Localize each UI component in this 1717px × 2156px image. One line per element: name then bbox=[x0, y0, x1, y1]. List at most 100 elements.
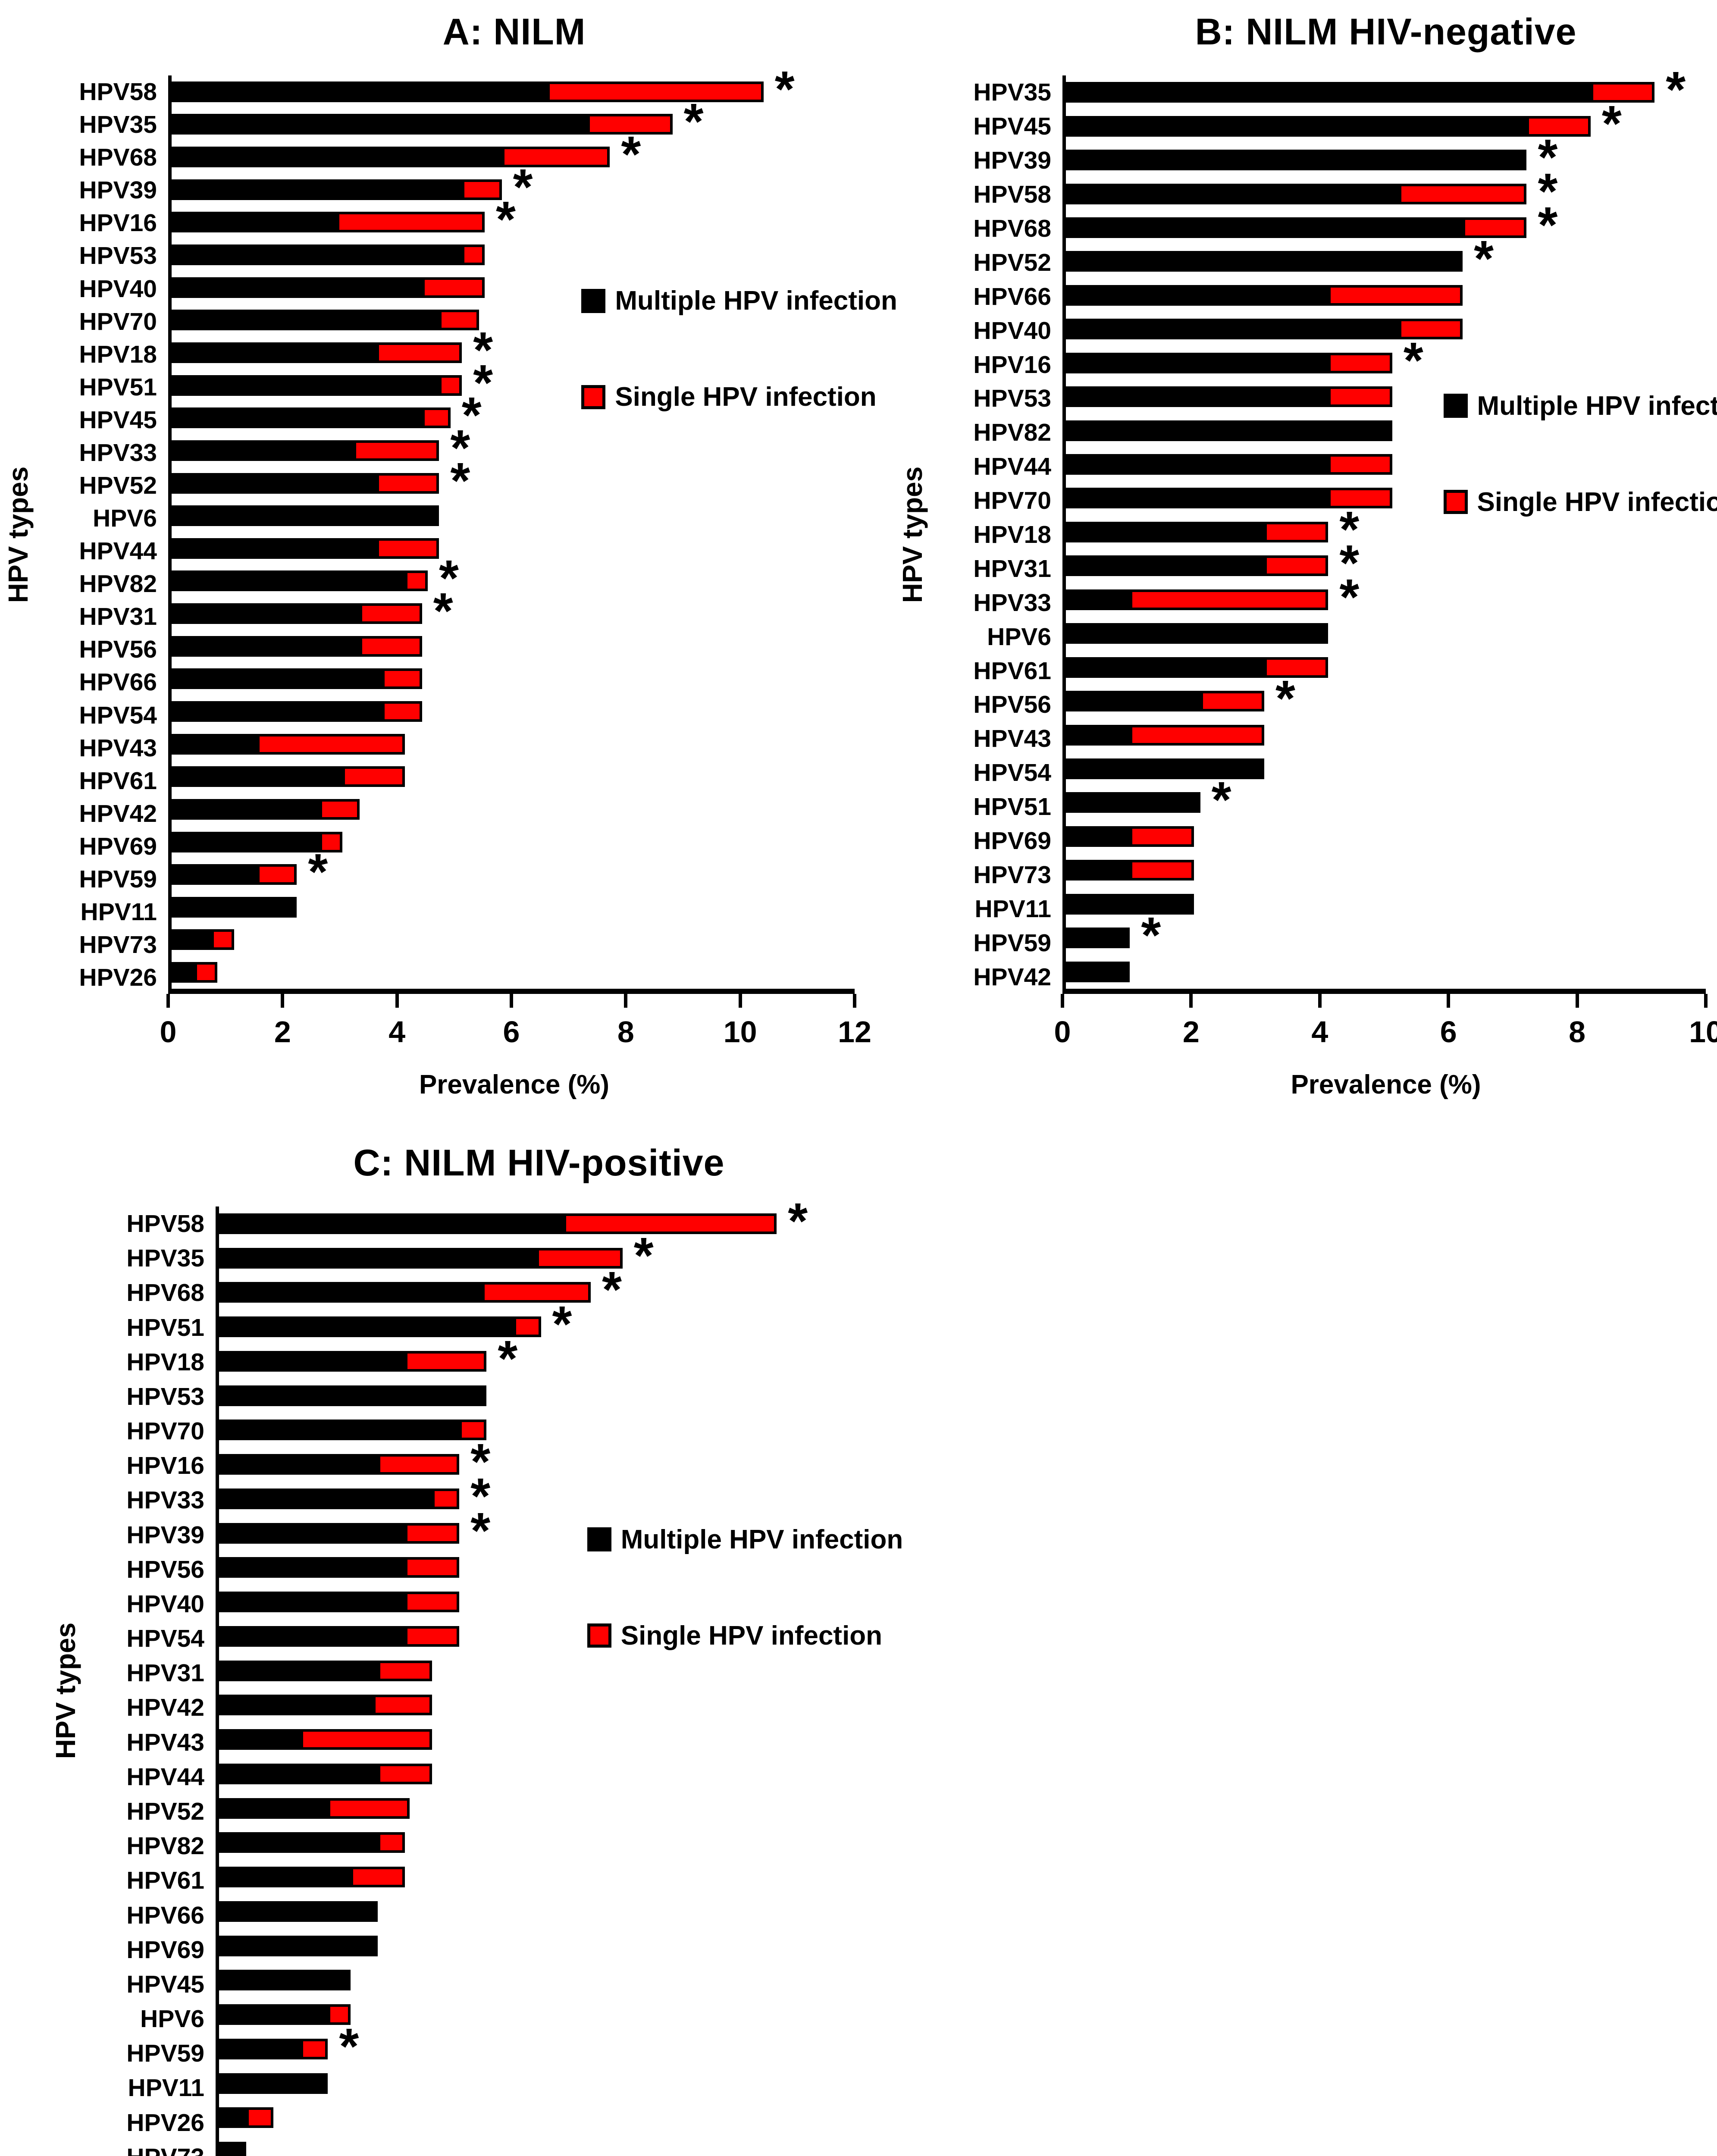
row-label: HPV33 bbox=[973, 589, 1051, 617]
x-axis-title: Prevalence (%) bbox=[419, 1070, 610, 1100]
legend-item-single: Single HPV infection bbox=[1443, 487, 1717, 517]
row-label: HPV66 bbox=[973, 282, 1051, 310]
significance-asterisk: * bbox=[788, 1192, 808, 1250]
significance-asterisk: * bbox=[1474, 230, 1494, 288]
bar-segment-multiple bbox=[1066, 961, 1130, 982]
bar-segment-multiple bbox=[219, 2038, 301, 2059]
row-label: HPV43 bbox=[973, 725, 1051, 753]
bar-segment-single bbox=[405, 1592, 460, 1613]
bar-row bbox=[172, 271, 855, 304]
legend-label-multiple: Multiple HPV infection bbox=[1477, 391, 1717, 421]
y-axis-label-column: HPV types bbox=[0, 75, 36, 994]
axis-tick-label: 12 bbox=[838, 1015, 871, 1049]
row-label: HPV52 bbox=[79, 471, 157, 499]
legend-item-multiple: Multiple HPV infection bbox=[587, 1524, 903, 1555]
bar-segment-multiple bbox=[219, 1454, 378, 1475]
row-label: HPV43 bbox=[126, 1728, 204, 1756]
bar-segment-multiple bbox=[1066, 928, 1130, 949]
bar-row bbox=[1066, 617, 1706, 650]
significance-asterisk: * bbox=[495, 191, 516, 248]
bar-segment-single bbox=[405, 1351, 487, 1372]
bar-segment-multiple bbox=[1066, 251, 1463, 272]
legend-swatch-single-icon bbox=[581, 385, 606, 409]
bar-row bbox=[1066, 414, 1706, 447]
bar-row bbox=[219, 1826, 854, 1860]
row-label: HPV6 bbox=[93, 505, 157, 533]
significance-asterisk: * bbox=[339, 2018, 359, 2075]
axis-tick bbox=[1704, 994, 1708, 1008]
bar-row: * bbox=[1066, 132, 1706, 183]
bar-segment-single bbox=[373, 1695, 432, 1716]
bar-row: * bbox=[172, 455, 855, 506]
bar-segment-multiple bbox=[1066, 589, 1130, 610]
bar-segment-multiple bbox=[1066, 826, 1130, 847]
bar-segment-multiple bbox=[219, 2073, 328, 2094]
bar-segment-multiple bbox=[172, 864, 257, 885]
bar-row: * bbox=[219, 1230, 854, 1281]
axis-tick bbox=[166, 994, 170, 1008]
significance-asterisk: * bbox=[552, 1296, 572, 1353]
bar-row: * bbox=[172, 846, 855, 897]
row-label: HPV54 bbox=[973, 759, 1051, 787]
bar-segment-multiple bbox=[1066, 623, 1328, 644]
bar-segment-single bbox=[1328, 352, 1392, 373]
axis-tick-label: 10 bbox=[723, 1015, 757, 1049]
legend-label-multiple: Multiple HPV infection bbox=[620, 1524, 903, 1554]
row-label: HPV73 bbox=[973, 861, 1051, 889]
bar-segment-multiple bbox=[219, 2004, 328, 2025]
bar-segment-single bbox=[482, 1282, 591, 1303]
bar-segment-single bbox=[194, 962, 217, 983]
bar-segment-single bbox=[1590, 82, 1655, 103]
bar-segment-single bbox=[1130, 826, 1194, 847]
bar-segment-multiple bbox=[172, 81, 548, 102]
bar-row: * bbox=[219, 1333, 854, 1384]
bar-segment-multiple bbox=[1066, 488, 1328, 509]
bar-segment-single bbox=[376, 538, 439, 559]
bar-segment-multiple bbox=[219, 1316, 514, 1338]
row-label: HPV11 bbox=[128, 2074, 204, 2102]
bar-row: * bbox=[172, 423, 855, 473]
bar-row: * bbox=[1066, 910, 1706, 961]
legend-item-single: Single HPV infection bbox=[581, 382, 897, 412]
bar-segment-single bbox=[382, 701, 422, 722]
axis-tick bbox=[1575, 994, 1579, 1008]
row-label: HPV73 bbox=[79, 931, 157, 959]
bar-segment-multiple bbox=[1066, 454, 1328, 475]
bar-row bbox=[219, 1688, 854, 1723]
chart-title: C: NILM HIV-positive bbox=[353, 1142, 725, 1184]
legend-swatch-single-icon bbox=[587, 1623, 611, 1648]
bar-row: * bbox=[172, 64, 855, 115]
row-label: HPV53 bbox=[79, 242, 157, 270]
bar-segment-multiple bbox=[219, 1695, 373, 1716]
bar-segment-single bbox=[359, 636, 422, 657]
row-label: HPV56 bbox=[79, 636, 157, 664]
chart-c-nilm-hiv-positive: C: NILM HIV-positive HPV types HPV58 HPV3… bbox=[47, 1142, 903, 2156]
row-label: HPV69 bbox=[79, 832, 157, 860]
bar-segment-multiple bbox=[219, 1247, 536, 1269]
legend-swatch-multiple-icon bbox=[1443, 394, 1468, 418]
row-label: HPV51 bbox=[126, 1313, 204, 1341]
axis-tick-label: 0 bbox=[160, 1015, 177, 1049]
axis-tick bbox=[395, 994, 399, 1008]
bar-segment-multiple bbox=[172, 668, 382, 689]
bar-row bbox=[219, 2135, 854, 2156]
significance-asterisk: * bbox=[1403, 332, 1423, 389]
bar-row bbox=[219, 1379, 854, 1413]
bar-segment-multiple bbox=[219, 1660, 378, 1681]
bar-row: * bbox=[1066, 230, 1706, 288]
significance-asterisk: * bbox=[683, 93, 704, 150]
bar-row bbox=[172, 760, 855, 793]
x-axis: 0 2 4 6 8 10 12 bbox=[160, 994, 871, 1069]
y-axis-label-column: HPV types bbox=[47, 1206, 84, 2156]
row-label: HPV59 bbox=[79, 865, 157, 893]
row-label: HPV58 bbox=[126, 1210, 204, 1238]
row-label: HPV44 bbox=[79, 537, 157, 565]
bar-segment-multiple bbox=[172, 147, 502, 168]
row-label: HPV59 bbox=[973, 929, 1051, 957]
bar-row: * bbox=[1066, 504, 1706, 555]
bar-segment-single bbox=[301, 2038, 328, 2059]
bar-row: * bbox=[172, 390, 855, 441]
bar-segment-single bbox=[378, 1660, 432, 1681]
chart-title: B: NILM HIV-negative bbox=[1195, 11, 1577, 53]
